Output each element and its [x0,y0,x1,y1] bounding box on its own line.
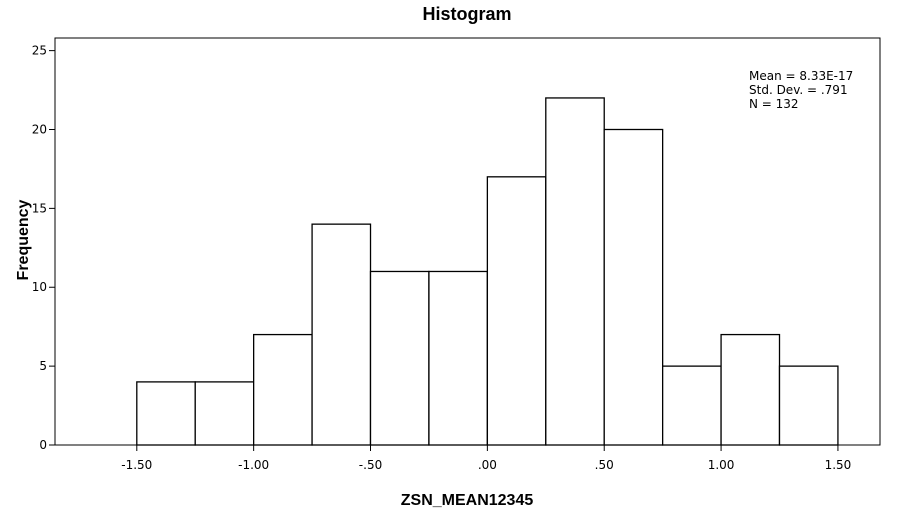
x-tick-label: -.50 [359,458,382,472]
histogram-bar [311,223,372,446]
chart-title: Histogram [422,4,511,24]
x-axis-ticks: -1.50 -1.00 -.50 .00 .50 1.00 1.50 [121,445,851,472]
y-tick-label: 25 [32,44,47,58]
histogram-bar [194,381,255,446]
summary-statistics: Mean = 8.33E-17 Std. Dev. = .791 N = 132 [749,69,853,111]
x-tick-label: 1.50 [825,458,852,472]
x-axis-label: ZSN_MEAN12345 [401,492,534,509]
stat-n: N = 132 [749,97,799,111]
y-axis-ticks: 0 5 10 15 20 25 [32,44,55,452]
y-axis-label: Frequency [15,199,32,280]
histogram-bar [253,333,313,446]
histogram-bar [369,270,430,446]
x-tick-label: -1.50 [121,458,152,472]
stat-std-dev: Std. Dev. = .791 [749,83,848,97]
x-tick-label: .00 [478,458,497,472]
bars-group [136,97,839,446]
x-tick-label: -1.00 [238,458,269,472]
histogram-bar [603,128,664,446]
histogram-bar [661,365,722,446]
y-tick-label: 5 [39,359,47,373]
histogram-bar [486,176,547,446]
y-tick-label: 0 [39,438,47,452]
y-tick-label: 20 [32,122,47,136]
histogram-bar [545,97,605,446]
x-tick-label: .50 [595,458,614,472]
histogram-bar [778,365,839,446]
histogram-bar [136,381,196,446]
y-tick-label: 10 [32,280,47,294]
stat-mean: Mean = 8.33E-17 [749,69,853,83]
y-tick-label: 15 [32,201,47,215]
histogram-bar [428,270,489,446]
histogram-bar [720,333,781,446]
x-tick-label: 1.00 [708,458,735,472]
